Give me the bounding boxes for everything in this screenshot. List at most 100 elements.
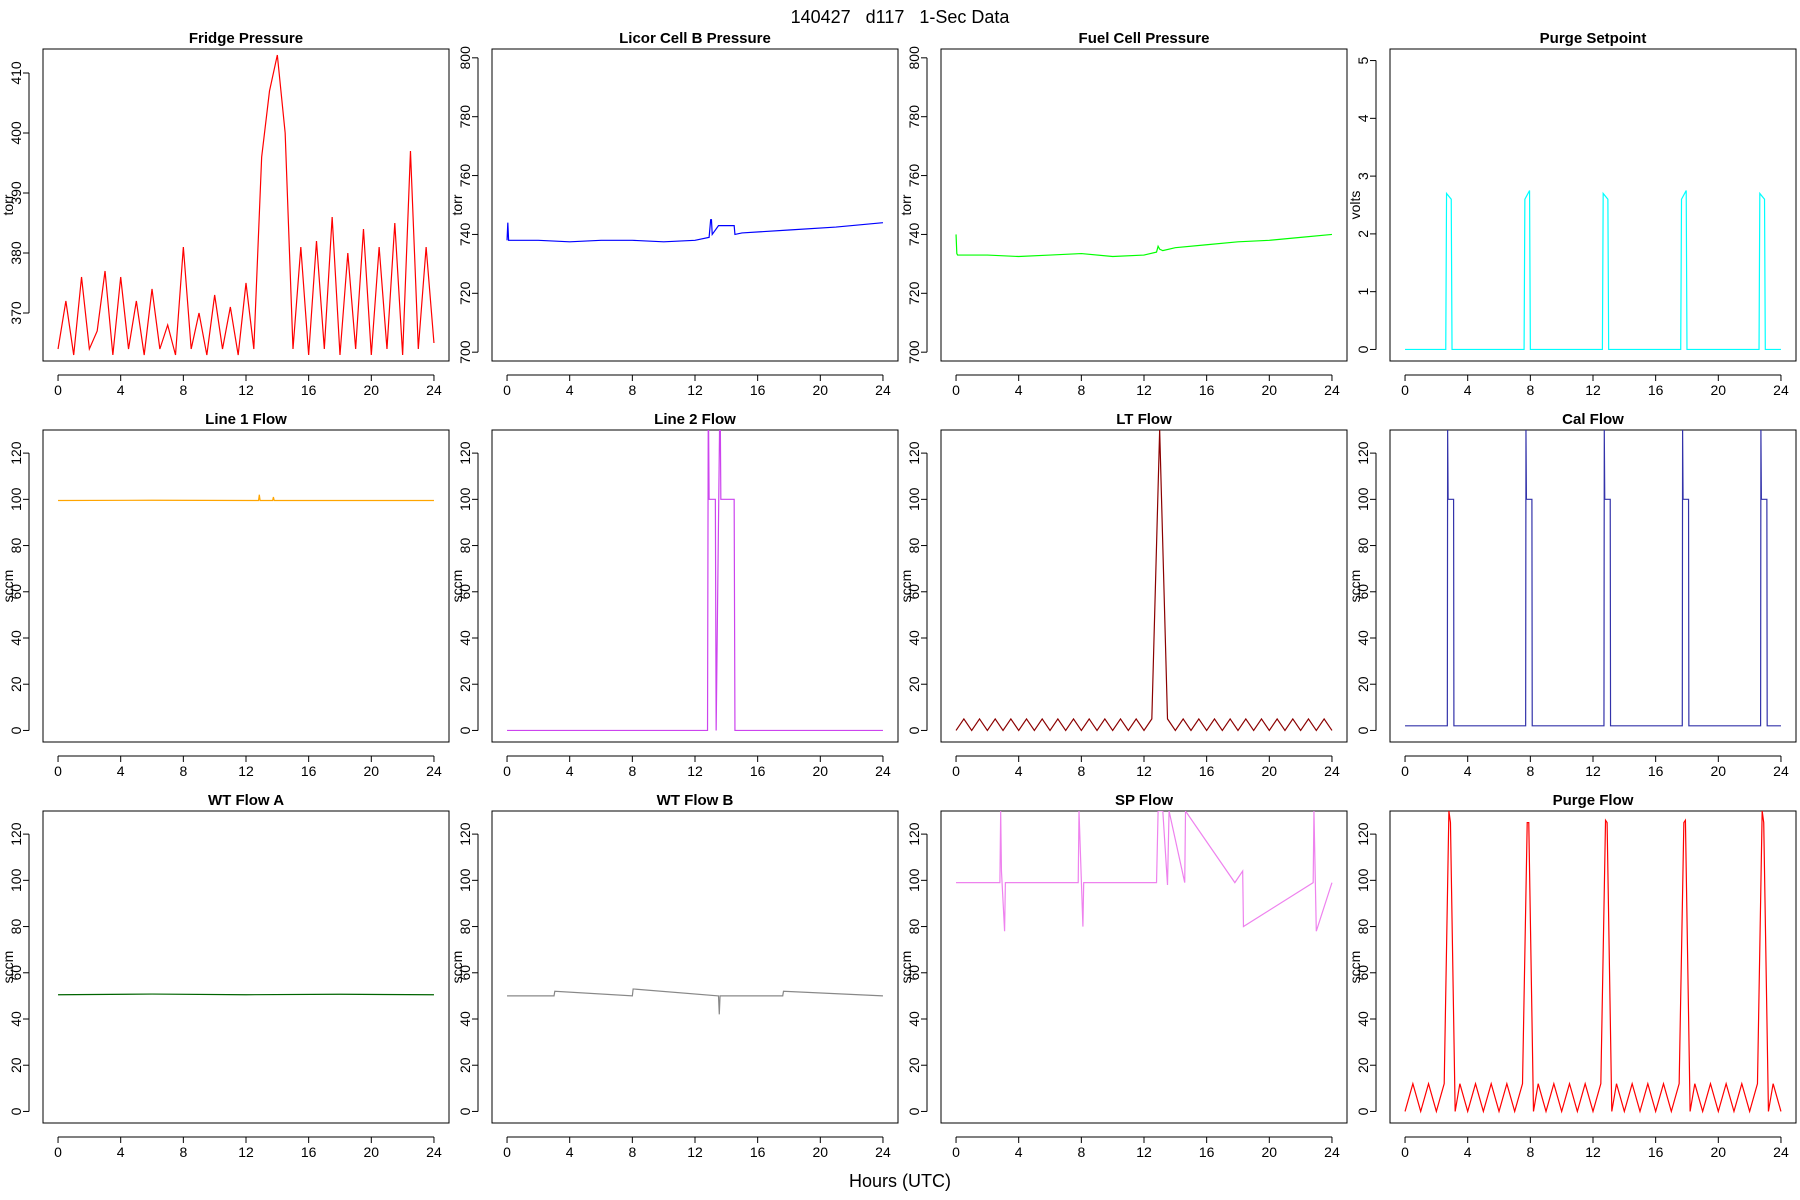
x-tick-label: 4 (566, 1144, 574, 1160)
y-tick-label: 40 (1355, 1011, 1371, 1027)
y-tick-label: 760 (906, 164, 922, 188)
x-tick-label: 16 (1199, 763, 1215, 779)
plot-frame (491, 810, 899, 1124)
y-axis-label: torr (898, 194, 914, 215)
x-tick-label: 12 (1136, 763, 1152, 779)
y-tick-label: 5 (1355, 56, 1371, 64)
x-tick-label: 20 (1711, 382, 1727, 398)
y-tick-label: 60 (906, 584, 922, 600)
x-tick-label: 4 (566, 382, 574, 398)
x-tick-label: 24 (426, 763, 442, 779)
x-tick-label: 16 (301, 1144, 317, 1160)
y-tick-label: 700 (906, 340, 922, 364)
x-tick-label: 20 (1711, 763, 1727, 779)
y-tick-label: 20 (8, 1057, 24, 1073)
y-tick-label: 0 (8, 1107, 24, 1115)
figure-title: 140427 d117 1-Sec Data (791, 7, 1011, 27)
y-tick-label: 60 (1355, 965, 1371, 981)
panel-title: Purge Setpoint (1540, 30, 1647, 47)
y-tick-label: 20 (1355, 1057, 1371, 1073)
y-tick-label: 40 (1355, 630, 1371, 646)
x-tick-label: 20 (364, 1144, 380, 1160)
panel: Fridge Pressure torr 0 4 8 12 16 20 24 370 380 390 4… (0, 30, 450, 398)
x-tick-label: 16 (1648, 382, 1664, 398)
x-tick-label: 24 (1773, 763, 1789, 779)
y-tick-label: 40 (906, 630, 922, 646)
y-axis-label: torr (0, 194, 16, 215)
data-line (57, 54, 435, 356)
x-tick-label: 24 (875, 763, 891, 779)
x-tick-label: 20 (1262, 382, 1278, 398)
data-line (1405, 430, 1781, 727)
y-tick-label: 740 (906, 223, 922, 247)
data-line (955, 233, 1333, 258)
x-tick-label: 4 (117, 763, 125, 779)
y-axis-label: sccm (449, 951, 465, 984)
x-tick-label: 8 (628, 763, 636, 779)
y-tick-label: 760 (457, 164, 473, 188)
y-tick-label: 120 (1355, 822, 1371, 846)
x-tick-label: 8 (1077, 382, 1085, 398)
data-line (58, 993, 434, 996)
y-tick-label: 0 (1355, 1107, 1371, 1115)
x-tick-label: 20 (813, 382, 829, 398)
y-tick-label: 4 (1355, 114, 1371, 122)
panel: Line 1 Flow sccm 0 4 8 12 16 20 24 0 20 40 60 80 100 12… (0, 411, 450, 779)
y-tick-label: 380 (8, 241, 24, 265)
y-tick-label: 80 (8, 538, 24, 554)
x-tick-label: 16 (1648, 763, 1664, 779)
data-line (1405, 190, 1781, 351)
y-axis-label: volts (1347, 191, 1363, 220)
x-tick-label: 4 (1464, 763, 1472, 779)
panel-title: Purge Flow (1553, 792, 1634, 809)
x-tick-label: 12 (687, 763, 703, 779)
y-tick-label: 120 (457, 441, 473, 465)
y-tick-label: 80 (906, 919, 922, 935)
x-tick-label: 12 (1136, 382, 1152, 398)
y-tick-label: 2 (1355, 230, 1371, 238)
panel: WT Flow A sccm 0 4 8 12 16 20 24 0 20 40 60 80 100 120 (0, 792, 450, 1160)
x-tick-label: 0 (1401, 382, 1409, 398)
data-line (58, 494, 434, 502)
panel: SP Flow sccm 0 4 8 12 16 20 24 0 20 40 60 80 100 120 (898, 792, 1348, 1160)
panel-title: Line 1 Flow (205, 411, 287, 428)
plot-frame (491, 48, 899, 362)
plot-frame (42, 810, 450, 1124)
plot-frame (1389, 429, 1797, 743)
x-tick-label: 0 (952, 382, 960, 398)
plot-frame (940, 429, 1348, 743)
y-tick-label: 20 (457, 1057, 473, 1073)
x-tick-label: 16 (1199, 1144, 1215, 1160)
y-tick-label: 0 (906, 726, 922, 734)
x-tick-label: 12 (1136, 1144, 1152, 1160)
panel-title: LT Flow (1116, 411, 1172, 428)
x-tick-label: 24 (426, 382, 442, 398)
panel-title: Cal Flow (1562, 411, 1624, 428)
plot-frame (940, 810, 1348, 1124)
y-tick-label: 80 (457, 919, 473, 935)
y-axis-label: sccm (449, 570, 465, 603)
y-tick-label: 100 (1355, 487, 1371, 511)
y-tick-label: 120 (457, 822, 473, 846)
data-line (506, 219, 884, 243)
y-tick-label: 40 (457, 1011, 473, 1027)
x-tick-label: 8 (1077, 1144, 1085, 1160)
x-tick-label: 16 (750, 382, 766, 398)
y-tick-label: 20 (8, 676, 24, 692)
x-tick-label: 8 (1077, 763, 1085, 779)
plot-frame (1389, 48, 1797, 362)
x-tick-label: 20 (364, 763, 380, 779)
y-tick-label: 80 (8, 919, 24, 935)
x-tick-label: 24 (426, 1144, 442, 1160)
x-tick-label: 16 (301, 382, 317, 398)
y-axis-label: sccm (0, 570, 16, 603)
y-tick-label: 100 (457, 487, 473, 511)
y-tick-label: 60 (8, 965, 24, 981)
y-tick-label: 740 (457, 223, 473, 247)
x-tick-label: 8 (1526, 763, 1534, 779)
x-tick-label: 0 (952, 1144, 960, 1160)
plot-frame (1389, 810, 1797, 1124)
x-tick-label: 24 (1773, 1144, 1789, 1160)
x-tick-label: 12 (238, 382, 254, 398)
